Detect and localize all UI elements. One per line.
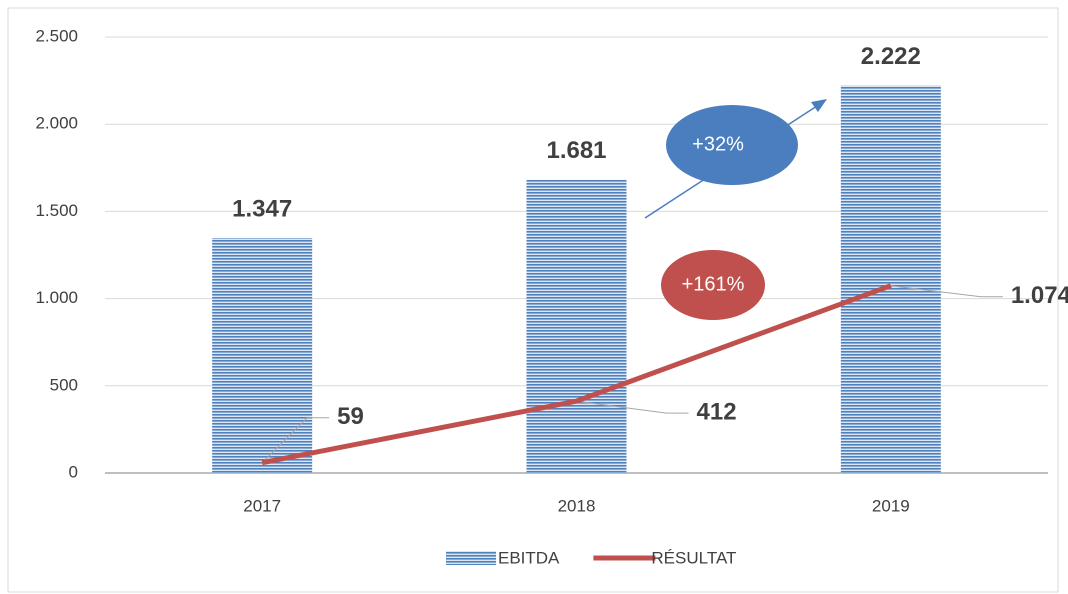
annotation-bubble — [661, 250, 765, 320]
legend-label: RÉSULTAT — [651, 548, 736, 567]
value-label: 59 — [337, 403, 364, 430]
x-tick-label: 2018 — [558, 496, 596, 515]
x-tick-label: 2017 — [243, 496, 281, 515]
y-tick-label: 2.000 — [35, 114, 78, 133]
value-label: 1.074 — [1011, 282, 1068, 309]
annotation-arrow — [644, 103, 821, 219]
annotation-arrowhead — [811, 99, 827, 112]
legend-swatch — [446, 551, 496, 565]
value-label: 1.347 — [232, 195, 292, 222]
y-tick-label: 0 — [69, 462, 78, 481]
leader-line — [261, 417, 330, 464]
leader-line — [576, 400, 689, 414]
annotation: +161% — [682, 273, 745, 295]
y-tick-label: 2.500 — [35, 26, 78, 45]
bar — [212, 238, 313, 473]
annotation-bubble — [666, 105, 798, 185]
bar — [840, 85, 941, 473]
value-label: 2.222 — [861, 43, 921, 70]
line — [261, 283, 892, 466]
y-tick-label: 500 — [50, 375, 78, 394]
legend-label: EBITDA — [498, 548, 560, 567]
value-label: 412 — [697, 398, 737, 425]
x-tick-label: 2019 — [872, 496, 910, 515]
y-tick-label: 1.000 — [35, 288, 78, 307]
bar — [526, 179, 627, 473]
y-tick-label: 1.500 — [35, 201, 78, 220]
annotation: +32% — [692, 133, 744, 155]
value-label: 1.681 — [546, 137, 606, 164]
chart-frame — [7, 7, 1059, 593]
leader-line — [890, 285, 1003, 298]
